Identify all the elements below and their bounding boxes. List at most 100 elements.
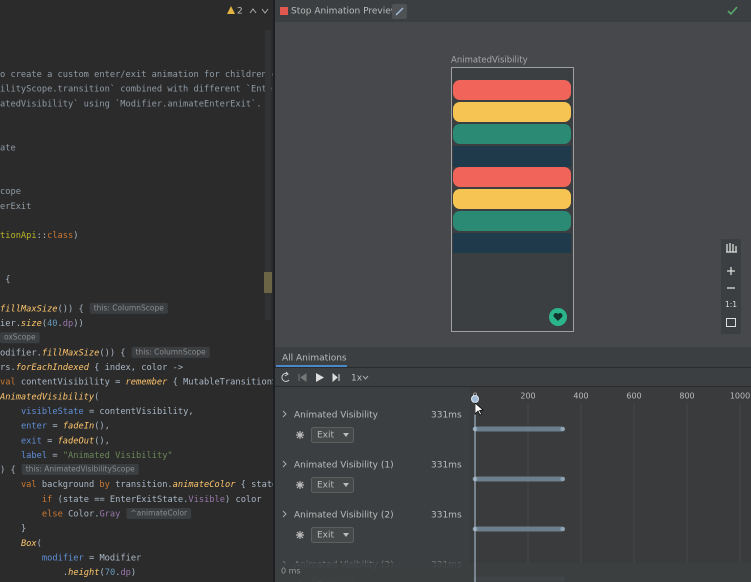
code-token: remember [126, 377, 169, 387]
state-dropdown[interactable] [311, 427, 354, 443]
code-token: ilityScope.transition` combined with dif… [0, 83, 277, 94]
loop-button[interactable] [281, 371, 290, 382]
state-icon [296, 431, 304, 439]
code-token: = contentVisibility, [84, 406, 194, 416]
problem-count[interactable]: 2 [237, 7, 243, 17]
status-bar [275, 563, 751, 582]
pan-button[interactable] [726, 243, 737, 253]
code-token: animateColor [173, 480, 237, 490]
code-line: val contentVisibility = remember { Mutab… [0, 377, 277, 387]
next-problem[interactable] [261, 8, 269, 14]
playhead[interactable] [471, 395, 484, 582]
stop-icon[interactable] [280, 7, 288, 15]
animation-label: Animated Visibility (1) [294, 461, 394, 471]
code-token: = [47, 450, 63, 460]
code-token: ier. [0, 319, 21, 329]
code-token: ate [0, 143, 16, 153]
code-line: o create a custom enter/exit animation f… [0, 70, 277, 80]
code-token: label [21, 450, 47, 460]
code-token: } [21, 524, 26, 534]
zoom-in[interactable] [727, 267, 735, 275]
animation-duration: 331ms [431, 511, 462, 521]
code-token: Visible [188, 494, 225, 504]
animation-bar [475, 426, 563, 432]
expand-chevron[interactable] [282, 460, 287, 468]
stop-animation-preview[interactable]: Stop Animation Preview [291, 7, 398, 17]
code-token: { MutableTransitionS [167, 377, 277, 387]
code-token: Gray [99, 509, 120, 519]
rewind-button[interactable] [298, 373, 307, 382]
code-token: class [47, 231, 73, 241]
state-icon [296, 481, 304, 489]
state-dropdown[interactable] [311, 477, 354, 493]
code-token: . [63, 568, 68, 578]
tab-all-animations[interactable]: All Animations [282, 354, 347, 364]
code-line: label = "Animated Visibility" [21, 450, 173, 460]
state-dropdown[interactable] [311, 527, 354, 543]
dropdown-arrow [343, 483, 349, 487]
code-token: )) [73, 319, 83, 329]
code-line: Box( [21, 538, 42, 548]
item-green [453, 124, 571, 144]
code-line: ilityScope.transition` combined with dif… [0, 83, 277, 94]
code-token: rs. [0, 363, 16, 373]
state-value: Exit [317, 481, 335, 491]
speed-selector[interactable]: 1x [351, 374, 363, 384]
item-yellow [453, 102, 571, 122]
animation-bar [475, 526, 563, 532]
tab-indicator [276, 365, 347, 367]
code-token: modifier [42, 553, 84, 563]
bar-end [560, 426, 566, 432]
prev-problem[interactable] [249, 8, 257, 14]
code-token: ) [73, 231, 78, 241]
zoom-reset[interactable]: 1:1 [725, 300, 737, 309]
code-token: background [42, 480, 100, 490]
animation-row: Animated Visibility (2) 331ms Exit [282, 510, 566, 543]
inlay-hint-box [89, 302, 168, 314]
code-token: height [68, 568, 99, 578]
animation-row: Animated Visibility (1) 331ms Exit [282, 460, 566, 493]
fit-screen[interactable] [726, 318, 736, 327]
code-area: o create a custom enter/exit animation f… [0, 70, 277, 578]
code-line: val background by transition.animateColo… [21, 480, 277, 490]
expand-chevron[interactable] [282, 510, 287, 518]
code-token: { [5, 275, 10, 285]
inlay-hint-box [126, 508, 192, 519]
animation-row: Animated Visibility 331ms Exit [282, 410, 566, 443]
tick-label: 1000 [730, 392, 750, 401]
expand-chevron[interactable] [282, 410, 287, 418]
heart-icon [553, 313, 563, 321]
code-line: if (state == EnterExitState.Visible) col… [42, 494, 262, 504]
code-token: erExit [0, 201, 31, 211]
animation-bar [475, 476, 563, 482]
code-token: ( [94, 392, 99, 402]
code-token: size [21, 319, 42, 329]
code-line: fillMaxSize()) { [0, 304, 84, 314]
code-token: ()) { [58, 304, 84, 314]
item-red [453, 167, 571, 187]
code-line: tionApi::class) [0, 231, 78, 241]
animation-duration: 331ms [431, 411, 462, 421]
inlay-hint-box [0, 332, 40, 344]
code-line: exit = fadeOut(), [21, 436, 110, 446]
forward-button[interactable] [332, 372, 340, 383]
code-token: ) [131, 568, 136, 578]
code-token: val [21, 480, 42, 490]
play-button[interactable] [316, 373, 324, 382]
scrollbar-thumb[interactable] [264, 272, 272, 293]
code-token: = [42, 436, 58, 446]
code-token: fillMaxSize [0, 304, 58, 314]
code-line: visibleState = contentVisibility, [21, 406, 194, 416]
code-token: ( [100, 568, 105, 578]
mouse-pointer [474, 402, 484, 416]
splitter [273, 0, 275, 582]
editor [0, 0, 273, 582]
tick-label: 600 [626, 392, 641, 401]
code-token: tionApi [0, 231, 37, 241]
code-token: val [0, 377, 21, 387]
code-line: erExit [0, 201, 31, 211]
code-line: ate [0, 143, 16, 153]
code-line: else Color.Gray [42, 509, 120, 519]
code-token: Box [21, 538, 37, 548]
code-token: (), [94, 436, 110, 446]
